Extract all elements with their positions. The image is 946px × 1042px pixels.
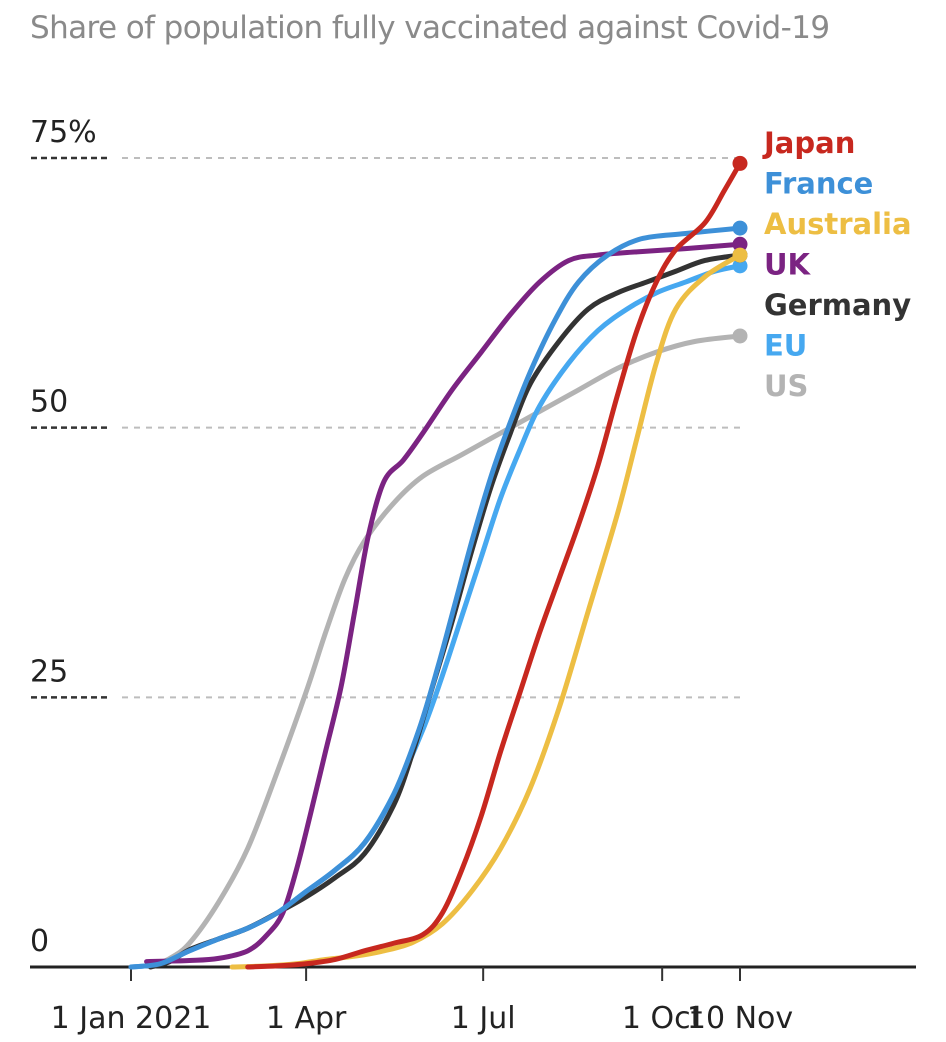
legend-label-france: France [764,167,873,201]
legend-label-eu: EU [764,329,807,363]
series-line-japan [245,160,743,970]
legend-label-us: US [764,369,808,403]
y-tick-label: 25 [30,654,68,689]
x-tick-label: 1 Oct [622,1001,703,1036]
legend-label-japan: Japan [762,126,855,160]
series-endpoint-australia [732,247,748,263]
legend: Japan France Australia UK Germany EU US [762,126,912,403]
x-tick-label: 1 Jan 2021 [51,1001,212,1036]
series-endpoint-uk [732,236,748,252]
legend-label-australia: Australia [764,207,912,241]
chart-title: Share of population fully vaccinated aga… [30,10,830,46]
series-lines [128,155,748,970]
legend-label-germany: Germany [764,288,911,322]
x-tick-label: 1 Jul [451,1001,516,1036]
series-line-germany [147,252,743,970]
series-line-uk [144,241,743,965]
series-endpoint-france [732,220,748,236]
y-tick-label: 50 [30,385,68,420]
y-tick-label: 75% [30,115,97,150]
series-endpoint-us [732,328,748,344]
series-line-eu [128,263,743,970]
series-line-australia [229,252,743,970]
y-tick-label: 0 [30,924,49,959]
legend-label-uk: UK [764,248,812,282]
x-tick-label: 10 Nov [687,1001,793,1036]
y-axis-ticks: 75% 50 25 0 [30,115,97,959]
x-tick-label: 1 Apr [266,1001,347,1036]
series-endpoint-japan [732,155,748,171]
series-line-france [128,225,743,970]
series-endpoint-eu [732,258,748,274]
